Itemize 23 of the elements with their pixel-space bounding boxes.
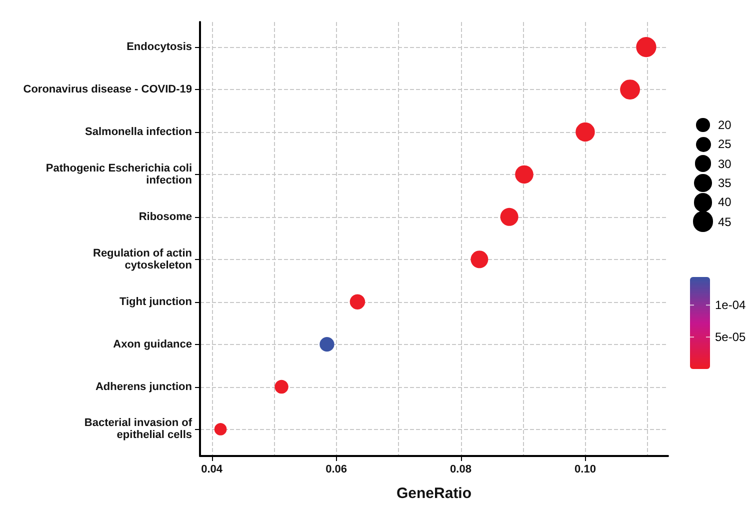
y-tick-label: Regulation of actin cytoskeleton [93, 247, 192, 272]
y-tick-label: Tight junction [119, 296, 192, 308]
x-tick-label: 0.06 [326, 464, 348, 476]
x-axis-title: GeneRatio [396, 485, 472, 502]
legend-label: 35 [718, 176, 732, 190]
y-tick-label: Ribosome [138, 210, 192, 223]
legend-label: 40 [718, 195, 732, 210]
y-tick-label: Adherens junction [95, 380, 192, 393]
y-tick-label: Bacterial invasion of epithelial cells [84, 417, 192, 442]
y-tick-label: Salmonella infection [85, 126, 192, 138]
x-tick-label: 0.08 [450, 464, 472, 476]
x-tick-label: 0.04 [201, 464, 224, 476]
y-tick-label: Coronavirus disease - COVID-19 [23, 84, 192, 96]
y-tick-label: Axon guidance [113, 338, 192, 350]
legend-label: 45 [718, 214, 732, 228]
x-tick-label: 0.10 [574, 464, 596, 476]
legend-label: 30 [718, 156, 732, 171]
y-tick-label: Pathogenic Escherichia coli infection [46, 162, 192, 186]
color-bar-label: 1e-04 [715, 298, 746, 312]
color-bar-label: 5e-05 [715, 330, 746, 344]
y-tick-label: Endocytosis [126, 41, 192, 54]
legend-label: 20 [718, 118, 732, 132]
legend-label: 25 [718, 137, 732, 152]
